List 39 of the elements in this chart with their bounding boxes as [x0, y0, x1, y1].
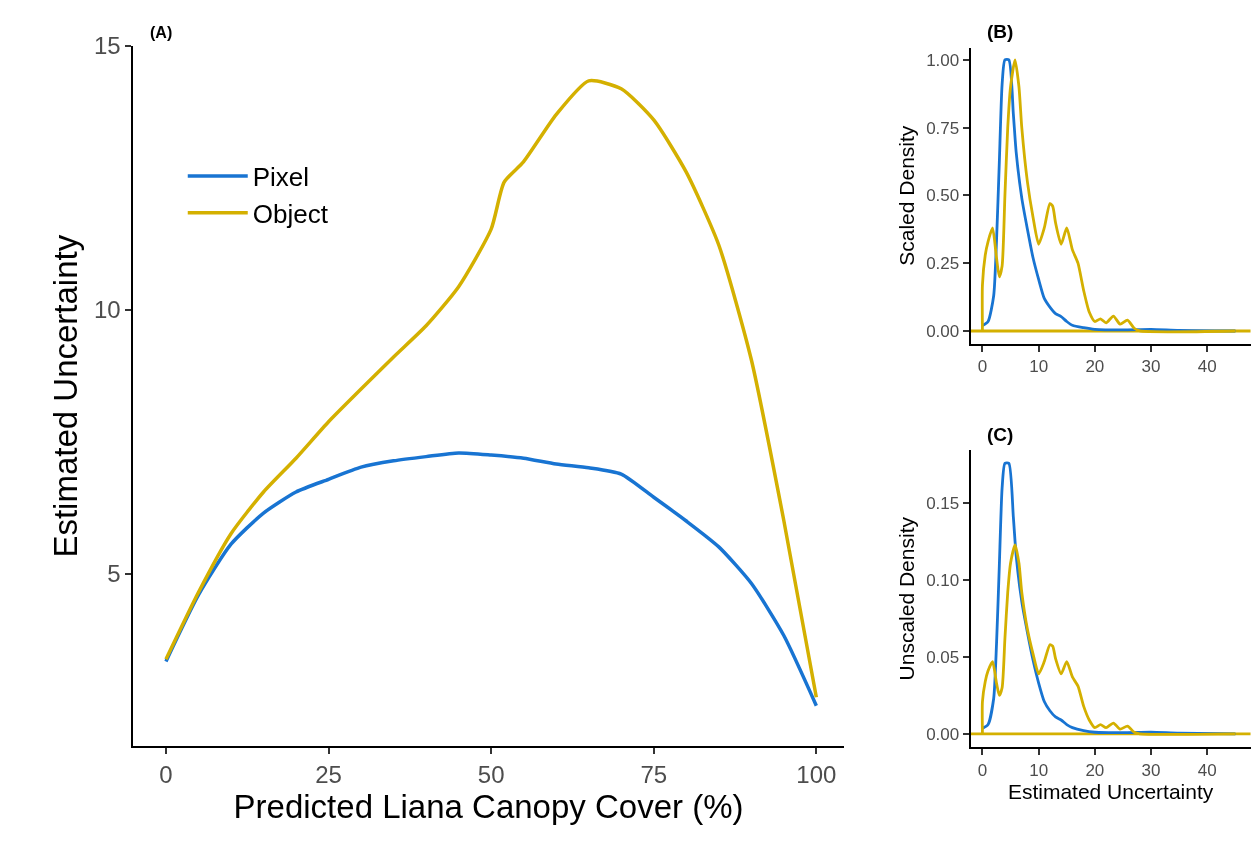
x-axis-title: Predicted Liana Canopy Cover (%)	[233, 788, 744, 826]
y-tick-label: 0.05	[926, 647, 960, 667]
x-tick-label: 10	[1029, 357, 1049, 377]
x-tick-label: 40	[1197, 357, 1217, 377]
x-tick-label: 30	[1141, 760, 1161, 780]
x-tick-label: 0	[159, 761, 173, 789]
line-series	[164, 78, 819, 700]
x-tick-label: 30	[1141, 357, 1161, 377]
x-tick-label: 40	[1197, 760, 1217, 780]
chart-title: (C)	[987, 424, 1014, 445]
x-tick-label: 25	[315, 761, 342, 789]
x-tick-label: 0	[977, 357, 988, 377]
y-tick-label: 15	[93, 32, 121, 60]
y-tick-label: 5	[107, 560, 121, 588]
chart-title: (B)	[987, 21, 1014, 42]
y-tick-label: 0.25	[926, 254, 960, 274]
y-tick-label: 0.50	[926, 186, 960, 206]
x-tick-label: 0	[977, 760, 988, 780]
text: 1.00	[926, 50, 960, 70]
legend-label: Pixel	[252, 162, 310, 193]
chart-title: (A)	[150, 24, 173, 41]
y-tick-label: 0.00	[926, 724, 960, 744]
y-tick-label: 10	[93, 296, 121, 324]
y-tick-label: 0.00	[926, 321, 960, 341]
line-series	[164, 451, 819, 708]
legend-label: Object	[252, 199, 329, 229]
x-tick-label: 75	[640, 761, 668, 789]
y-axis-title: Estimated Uncertainty	[47, 234, 85, 558]
y-axis-title: Scaled Density	[894, 125, 918, 266]
x-axis-title: Estimated Uncertainty	[1007, 780, 1214, 804]
x-tick-label: 20	[1085, 760, 1105, 780]
x-tick-label: 50	[477, 761, 505, 789]
y-axis-title: Unscaled Density	[894, 516, 918, 681]
x-tick-label: 20	[1085, 357, 1105, 377]
y-tick-label: 0.15	[926, 494, 960, 514]
y-tick-label: 0.10	[926, 571, 960, 591]
y-tick-label: 0.75	[926, 118, 960, 138]
x-tick-label: 100	[796, 761, 837, 789]
x-tick-label: 10	[1029, 760, 1049, 780]
